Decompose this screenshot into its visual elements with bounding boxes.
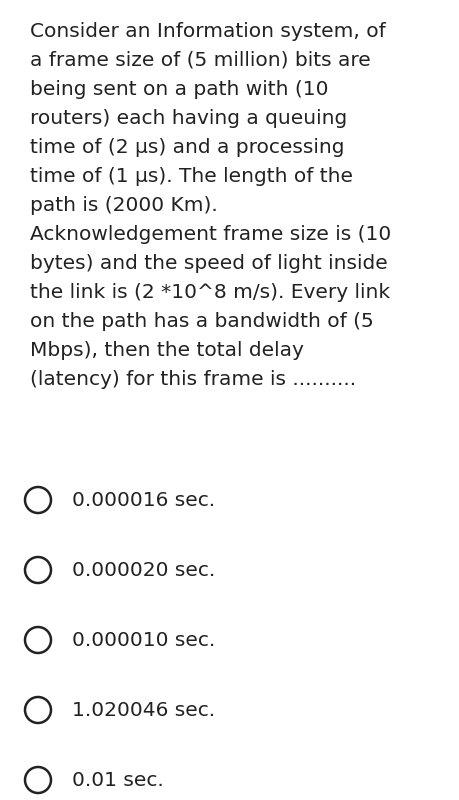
Text: routers) each having a queuing: routers) each having a queuing bbox=[30, 109, 347, 128]
Text: Mbps), then the total delay: Mbps), then the total delay bbox=[30, 341, 303, 360]
Text: 0.01 sec.: 0.01 sec. bbox=[72, 770, 163, 790]
Text: 0.000020 sec.: 0.000020 sec. bbox=[72, 561, 215, 579]
Text: 0.000010 sec.: 0.000010 sec. bbox=[72, 630, 215, 650]
Text: bytes) and the speed of light inside: bytes) and the speed of light inside bbox=[30, 254, 387, 273]
Text: Acknowledgement frame size is (10: Acknowledgement frame size is (10 bbox=[30, 225, 391, 244]
Text: (latency) for this frame is ..........: (latency) for this frame is .......... bbox=[30, 370, 355, 389]
Text: the link is (2 *10^8 m/s). Every link: the link is (2 *10^8 m/s). Every link bbox=[30, 283, 389, 302]
Text: path is (2000 Km).: path is (2000 Km). bbox=[30, 196, 217, 215]
Text: being sent on a path with (10: being sent on a path with (10 bbox=[30, 80, 328, 99]
Text: 0.000016 sec.: 0.000016 sec. bbox=[72, 490, 215, 510]
Text: Consider an Information system, of: Consider an Information system, of bbox=[30, 22, 385, 41]
Text: a frame size of (5 million) bits are: a frame size of (5 million) bits are bbox=[30, 51, 370, 70]
Text: time of (1 μs). The length of the: time of (1 μs). The length of the bbox=[30, 167, 352, 186]
Text: 1.020046 sec.: 1.020046 sec. bbox=[72, 701, 215, 719]
Text: on the path has a bandwidth of (5: on the path has a bandwidth of (5 bbox=[30, 312, 373, 331]
Text: time of (2 μs) and a processing: time of (2 μs) and a processing bbox=[30, 138, 344, 157]
